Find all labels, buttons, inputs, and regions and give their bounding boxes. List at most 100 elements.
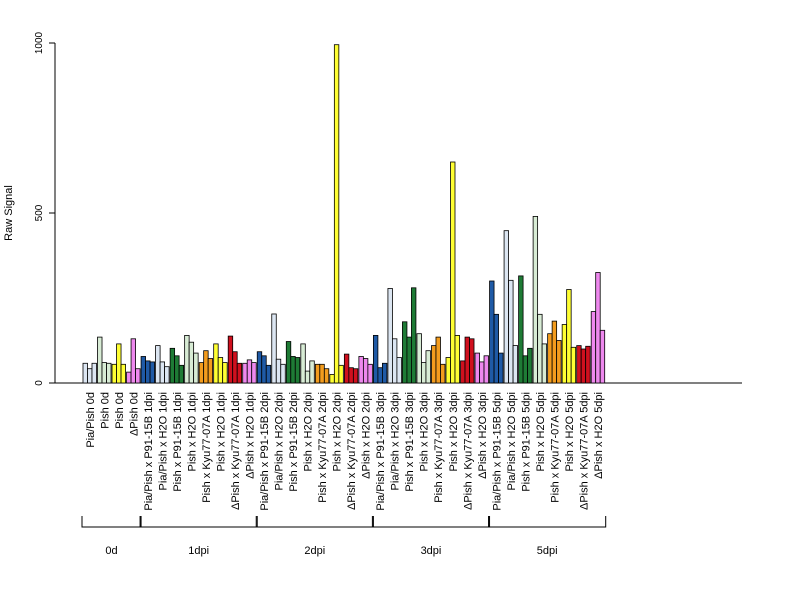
bar — [454, 334, 460, 384]
bar — [518, 275, 524, 384]
bar — [522, 355, 528, 384]
bar-group — [431, 336, 446, 384]
bar — [561, 324, 568, 384]
bar-group — [460, 336, 475, 384]
bar — [566, 289, 572, 384]
bar — [343, 353, 350, 384]
bar — [207, 358, 214, 384]
bar — [551, 320, 558, 384]
category-label: Pish x Kyu77-07A 5dpi — [549, 392, 561, 503]
bar — [595, 272, 601, 384]
category-label: Pia/Pish 0d — [85, 392, 97, 448]
bar — [338, 364, 344, 384]
category-label: Pish x H2O 1dpi — [215, 392, 227, 471]
category-label: Pish x Kyu77-07A 1dpi — [201, 392, 213, 503]
bar — [537, 313, 543, 384]
bar — [392, 338, 398, 384]
bar — [149, 361, 155, 384]
bar-group — [242, 359, 257, 384]
bar — [362, 358, 369, 384]
bar-group — [561, 289, 577, 384]
bar — [309, 360, 315, 384]
bar-group — [474, 352, 489, 384]
category-label: Pia/Pish x P91-15B 3dpi — [375, 392, 387, 511]
category-label: Pish x Kyu77-07A 2dpi — [317, 392, 329, 503]
bar-group — [532, 215, 548, 384]
category-label: ΔPish x H2O 5dpi — [593, 392, 605, 479]
bar — [184, 334, 190, 384]
bar — [503, 230, 509, 384]
bar — [547, 333, 553, 384]
category-label: Pia/Pish x H2O 2dpi — [274, 392, 286, 490]
bar — [97, 336, 103, 384]
bar — [91, 362, 97, 384]
bar — [101, 362, 107, 384]
category-label: Pish 0d — [99, 392, 111, 429]
category-label: Pish x P91-15B 3dpi — [404, 392, 416, 492]
bar — [352, 368, 359, 384]
bar-group — [590, 272, 606, 384]
bar — [329, 374, 335, 384]
bar — [164, 366, 170, 384]
group-label: 1dpi — [188, 545, 209, 557]
group-bracket: 1dpi — [139, 516, 258, 557]
bar — [213, 343, 219, 384]
category-label: Pish x H2O 5dpi — [564, 392, 576, 471]
bar — [498, 352, 504, 384]
bar — [416, 333, 422, 384]
bar-series — [82, 44, 606, 384]
y-axis: 0 500 1000 — [34, 31, 56, 386]
bar-group — [576, 345, 591, 384]
bar — [460, 360, 466, 384]
group-bracket: 3dpi — [371, 516, 491, 557]
bar — [541, 343, 548, 384]
bar-group — [126, 338, 141, 384]
bar-group — [155, 345, 170, 384]
bar — [256, 351, 263, 384]
bar — [285, 341, 292, 384]
bar-group — [184, 334, 199, 384]
bar-group — [445, 161, 460, 384]
category-label: ΔPish x H2O 2dpi — [361, 392, 373, 479]
category-label: Pish x P91-15B 2dpi — [288, 392, 300, 492]
bar — [145, 360, 151, 384]
bar — [333, 44, 340, 384]
category-label: ΔPish x Kyu77-07A 5dpi — [578, 392, 590, 510]
bar — [290, 356, 296, 384]
bar-group — [402, 287, 417, 384]
bar — [576, 345, 582, 384]
category-label: ΔPish x Kyu77-07A 2dpi — [346, 392, 358, 510]
bar — [126, 371, 132, 384]
bar — [411, 287, 417, 384]
bar — [406, 336, 412, 384]
bar — [275, 358, 282, 384]
y-tick-label: 0 — [34, 380, 45, 386]
bar — [445, 357, 451, 384]
bar-group — [489, 280, 504, 384]
bar — [203, 350, 209, 384]
bar-group — [329, 44, 344, 384]
category-label: ΔPish x H2O 3dpi — [477, 392, 489, 479]
bar — [396, 357, 402, 384]
bar — [169, 347, 176, 384]
bar — [135, 368, 141, 384]
bar — [116, 343, 122, 384]
bar — [493, 313, 499, 384]
bracket-line — [488, 516, 607, 528]
bar — [227, 335, 234, 384]
bar-group — [416, 333, 431, 384]
category-label: ΔPish x Kyu77-07A 3dpi — [462, 392, 474, 510]
group-brackets: 0d 1dpi 2dpi 3dpi 5dpi — [81, 516, 607, 557]
category-label: Pish x H2O 3dpi — [419, 392, 431, 471]
bar — [251, 362, 257, 384]
category-label: Pish x Kyu77-07A 3dpi — [433, 392, 445, 503]
group-label: 3dpi — [421, 545, 442, 557]
bar — [271, 313, 277, 384]
category-label: Pia/Pish x H2O 3dpi — [390, 392, 402, 490]
bar — [111, 363, 117, 384]
bar-group — [314, 363, 330, 384]
bar-group — [518, 275, 533, 384]
bar-group — [358, 356, 373, 384]
bar-group — [343, 353, 359, 384]
bar — [222, 362, 228, 384]
